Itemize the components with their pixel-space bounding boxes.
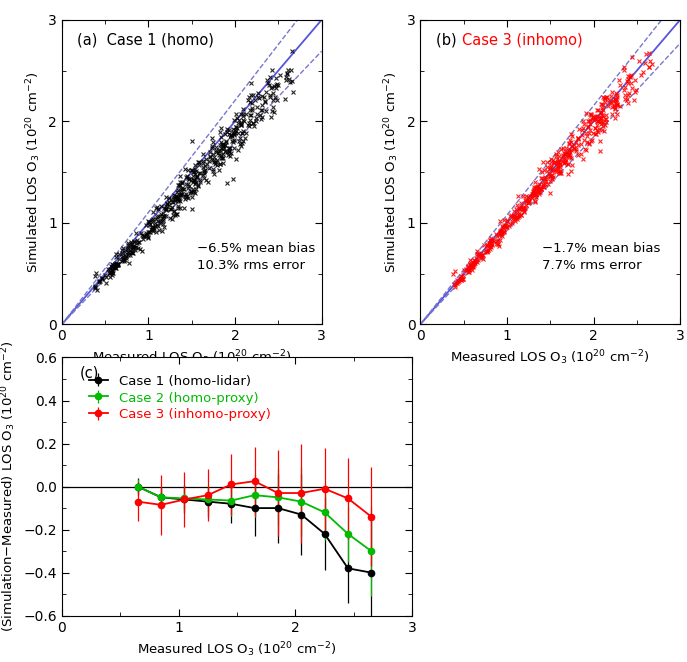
Legend: Case 1 (homo-lidar), Case 2 (homo-proxy), Case 3 (inhomo-proxy): Case 1 (homo-lidar), Case 2 (homo-proxy)… bbox=[86, 372, 273, 424]
X-axis label: Measured LOS O$_3$ (10$^{20}$ cm$^{-2}$): Measured LOS O$_3$ (10$^{20}$ cm$^{-2}$) bbox=[92, 349, 291, 367]
Y-axis label: Simulated LOS O$_3$ (10$^{20}$ cm$^{-2}$): Simulated LOS O$_3$ (10$^{20}$ cm$^{-2}$… bbox=[383, 71, 401, 273]
Y-axis label: (Simulation−Measured) LOS O$_3$ (10$^{20}$ cm$^{-2}$): (Simulation−Measured) LOS O$_3$ (10$^{20… bbox=[0, 341, 18, 632]
Text: Case 3 (inhomo): Case 3 (inhomo) bbox=[462, 32, 583, 47]
Text: −1.7% mean bias
7.7% rms error: −1.7% mean bias 7.7% rms error bbox=[543, 242, 661, 272]
X-axis label: Measured LOS O$_3$ (10$^{20}$ cm$^{-2}$): Measured LOS O$_3$ (10$^{20}$ cm$^{-2}$) bbox=[451, 349, 650, 367]
Text: −6.5% mean bias
10.3% rms error: −6.5% mean bias 10.3% rms error bbox=[197, 242, 315, 272]
Y-axis label: Simulated LOS O$_3$ (10$^{20}$ cm$^{-2}$): Simulated LOS O$_3$ (10$^{20}$ cm$^{-2}$… bbox=[24, 71, 43, 273]
Text: (b): (b) bbox=[436, 32, 461, 47]
Text: (c): (c) bbox=[80, 365, 99, 380]
Text: (a)  Case 1 (homo): (a) Case 1 (homo) bbox=[78, 32, 214, 47]
X-axis label: Measured LOS O$_3$ (10$^{20}$ cm$^{-2}$): Measured LOS O$_3$ (10$^{20}$ cm$^{-2}$) bbox=[137, 640, 337, 659]
